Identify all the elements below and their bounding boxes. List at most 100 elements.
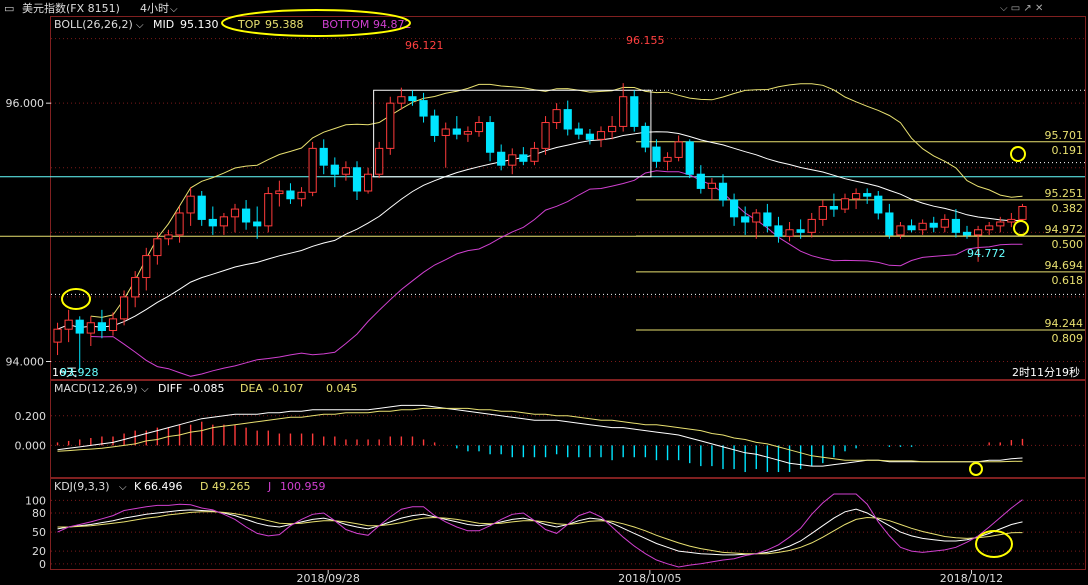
x-tick-label: 2018/09/28 — [296, 572, 359, 585]
candle-down — [741, 216, 750, 223]
fib-price-label: 95.701 — [1045, 129, 1084, 142]
diff-value: -0.085 — [189, 382, 224, 395]
candle-down — [929, 222, 938, 228]
candle-up — [186, 195, 195, 214]
candle-down — [951, 218, 961, 233]
candle-down — [497, 151, 506, 166]
macd-legend: MACD(12,26,9) ⌵ DIFF -0.085 DEA -0.107 0… — [54, 382, 358, 395]
candle-down — [430, 115, 439, 136]
kdj-dropdown-icon[interactable]: ⌵ — [119, 482, 127, 493]
candle-up — [851, 193, 861, 200]
candle-up — [264, 193, 273, 227]
dea-line — [57, 407, 1023, 463]
candle-down — [585, 133, 595, 140]
boll-bottom-value: 94.872 — [373, 18, 412, 31]
candle-up — [153, 238, 162, 257]
boll-bottom-label: BOTTOM — [322, 18, 369, 31]
candle-up — [119, 296, 129, 320]
collapse-icon[interactable]: ▭ — [4, 2, 14, 15]
candle-down — [330, 164, 339, 175]
consolidation-rectangle — [373, 89, 652, 178]
kdj-legend: KDJ(9,3,3) ⌵ K 66.496 D 49.265 J 100.959 — [54, 480, 326, 493]
candle-up — [996, 221, 1005, 227]
kdj-y-tick-label: 50 — [32, 526, 46, 539]
candle-up — [175, 212, 184, 236]
candle-up — [64, 319, 73, 330]
kdj-label: KDJ(9,3,3) — [54, 480, 110, 493]
j-value: 100.959 — [280, 480, 326, 493]
candle-down — [641, 125, 650, 148]
fib-ratio-label: 0.809 — [1052, 332, 1084, 345]
candle-up — [807, 218, 816, 233]
candle-up — [607, 125, 617, 133]
macd-histogram — [56, 421, 1024, 473]
candle-up — [918, 222, 927, 231]
candle-down — [574, 128, 583, 135]
candle-down — [563, 109, 572, 130]
candle-up — [308, 147, 317, 193]
header-symbol[interactable]: 美元指数(FX 8151) — [22, 1, 120, 15]
period-dropdown-icon[interactable]: ⌵ — [170, 4, 178, 15]
candle-up — [474, 122, 484, 133]
candle-up — [363, 173, 373, 192]
boll-mid-value: 95.130 — [180, 18, 219, 31]
candle-down — [829, 206, 839, 210]
candle-up — [131, 277, 140, 298]
candle-up — [530, 147, 539, 162]
candle-down — [286, 190, 295, 200]
candle-up — [785, 229, 794, 237]
d-value: 49.265 — [212, 480, 251, 493]
candle-up — [386, 102, 395, 149]
macd-value: 0.045 — [326, 382, 358, 395]
boll-top-line — [90, 83, 1023, 318]
candle-up — [840, 198, 850, 210]
kdj-y-tick-label: 80 — [32, 507, 46, 520]
d-label: D — [200, 480, 208, 493]
consolidation-box — [373, 89, 652, 178]
dea-label: DEA — [240, 382, 263, 395]
diff-line — [57, 404, 1023, 467]
fib-ratio-label: 0.618 — [1052, 274, 1084, 287]
candle-down — [519, 154, 528, 162]
boll-dropdown-icon[interactable]: ⌵ — [136, 20, 144, 31]
fib-price-label: 94.694 — [1045, 259, 1084, 272]
candle-up — [297, 191, 306, 200]
k-value: 66.496 — [144, 480, 183, 493]
fib-price-label: 94.972 — [1045, 223, 1084, 236]
candle-up — [275, 190, 284, 195]
candle-up — [108, 318, 118, 331]
header-period[interactable]: 4小时 — [140, 2, 169, 15]
candle-down — [874, 195, 883, 214]
diff-label: DIFF — [158, 382, 182, 395]
window-control-icons[interactable]: ⌵ ▭ ↗ ✕ — [1000, 3, 1043, 14]
candle-down — [885, 212, 894, 236]
candle-down — [685, 141, 694, 175]
low-label: 93.928 — [60, 366, 99, 379]
macd-y-tick-label: 0.200 — [15, 410, 47, 423]
candle-up — [1007, 218, 1016, 223]
macd-dropdown-icon[interactable]: ⌵ — [141, 384, 149, 395]
candle-down — [763, 212, 772, 227]
annotation-circles — [61, 146, 1029, 310]
fib-levels: 95.701 0.191 95.251 0.382 94.972 0.500 94.694 0… — [636, 129, 1085, 345]
candle-up — [341, 167, 351, 175]
x-tick-label: 2018/10/12 — [940, 572, 1003, 585]
candle-up — [164, 234, 173, 240]
fib-price-label: 94.244 — [1045, 317, 1084, 330]
candle-up — [973, 229, 983, 236]
candle-down — [962, 231, 972, 236]
candle-up — [508, 154, 517, 166]
candle-up — [230, 208, 240, 218]
boll-mid-label: MID — [153, 18, 174, 31]
candle-up — [552, 109, 561, 124]
highlight-circle-macd — [969, 462, 983, 476]
macd-y-tick-label: 0.000 — [15, 439, 47, 452]
panel-frames — [50, 16, 1086, 570]
candle-down — [907, 225, 916, 231]
high-label: 96.121 — [405, 39, 444, 52]
dea-value: -0.107 — [268, 382, 303, 395]
k-label: K — [134, 480, 142, 493]
header-bar: ▭ 美元指数(FX 8151) 4小时 ⌵ ⌵ ▭ ↗ ✕ — [0, 0, 1088, 16]
candle-up — [375, 147, 384, 175]
candle-down — [796, 229, 805, 233]
